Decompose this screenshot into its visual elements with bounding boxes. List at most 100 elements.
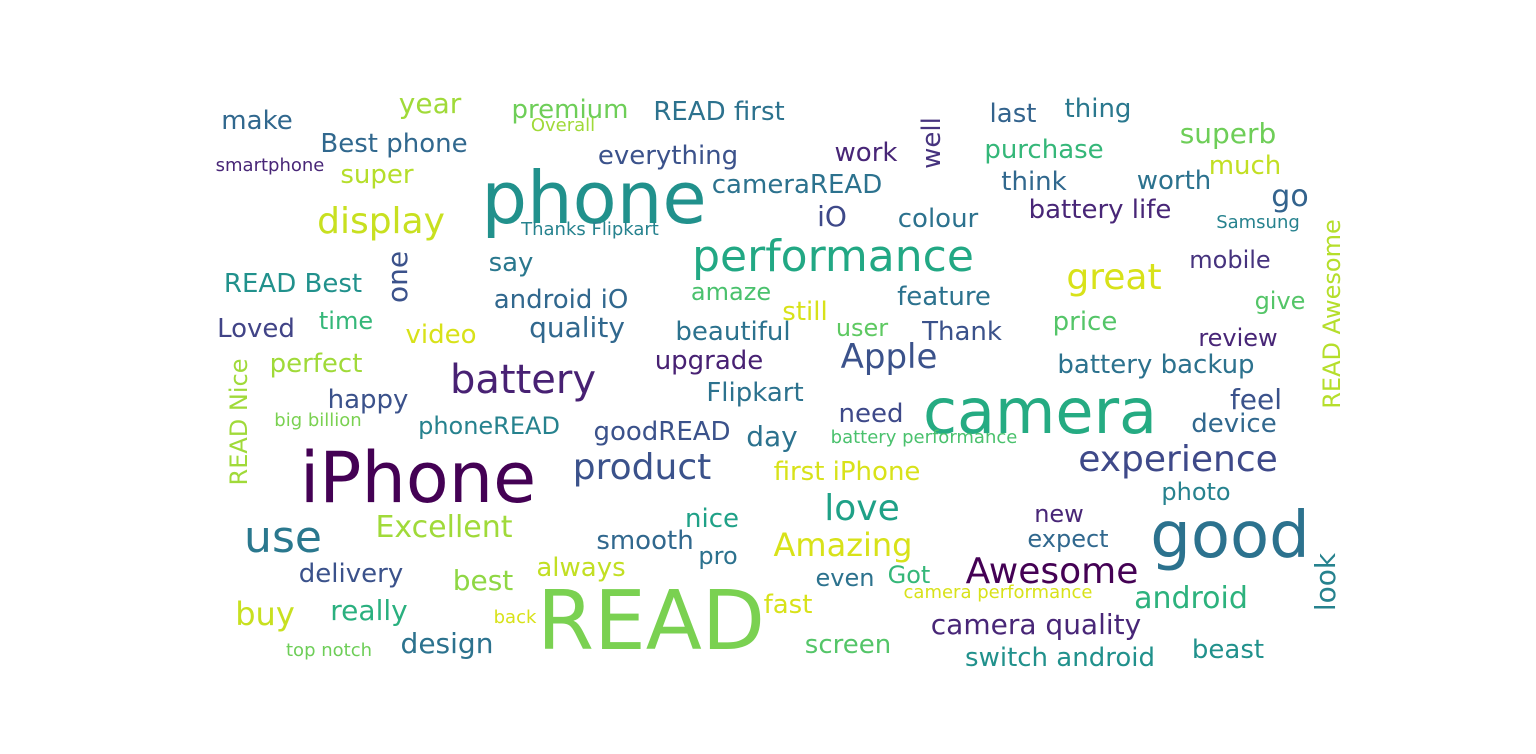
cloud-word: still [782,297,828,327]
cloud-word: review [1198,324,1278,352]
cloud-word: worth [1136,166,1212,196]
cloud-word: screen [804,630,892,660]
cloud-word: new [1034,500,1084,528]
cloud-word: best [452,564,514,597]
cloud-word: iO [817,200,847,233]
cloud-word: year [398,87,462,120]
cloud-word: android [1134,581,1248,616]
cloud-word: product [572,447,712,488]
cloud-word: iPhone [299,437,537,519]
cloud-word: buy [235,595,295,633]
cloud-word: purchase [984,135,1104,165]
cloud-word: READ first [653,97,785,127]
cloud-word: mobile [1189,246,1271,274]
cloud-word: READ Nice [225,358,253,486]
cloud-word: beast [1191,635,1265,665]
cloud-word: smartphone [215,155,325,176]
cloud-word: super [340,160,414,190]
cloud-word: video [405,320,477,350]
cloud-word: much [1208,151,1282,181]
cloud-word: Loved [217,314,295,344]
cloud-word: quality [529,311,625,344]
cloud-word: go [1271,179,1309,214]
cloud-word: phoneREAD [418,412,560,440]
cloud-word: first iPhone [773,457,921,487]
cloud-word: Thank [922,317,1002,347]
cloud-word: device [1191,409,1277,439]
cloud-word: perfect [269,349,363,379]
cloud-word: colour [897,204,979,234]
cloud-word: pro [698,542,738,570]
cloud-word: happy [327,385,409,415]
cloud-word: need [838,399,904,429]
cloud-word: even [815,564,875,592]
cloud-word: experience [1078,439,1278,480]
cloud-word: design [400,627,494,660]
cloud-word: well [917,117,947,169]
cloud-word: look [1309,552,1342,612]
cloud-word: Best phone [320,129,468,159]
cloud-word: Got [887,561,931,589]
cloud-word: delivery [298,559,404,589]
cloud-word: performance [692,231,974,282]
cloud-word: switch android [965,643,1155,673]
cloud-word: display [317,201,445,242]
cloud-word: Overall [530,115,596,136]
cloud-word: battery performance [830,427,1018,448]
cloud-word: READ Awesome [1318,219,1346,409]
cloud-word: camera [922,375,1158,448]
cloud-word: goodREAD [593,417,731,447]
cloud-word: Apple [840,337,938,377]
cloud-word: Flipkart [706,378,804,408]
cloud-word: feature [897,282,991,312]
cloud-word: premium [511,95,629,125]
cloud-word: camera quality [930,608,1142,641]
cloud-word: day [746,420,798,453]
cloud-word: battery [450,357,596,403]
cloud-word: photo [1161,478,1231,506]
cloud-word: beautiful [675,317,791,347]
cloud-word: top notch [285,640,373,661]
cloud-word: Excellent [375,510,513,545]
cloud-word: great [1066,257,1162,298]
cloud-word: superb [1179,117,1277,150]
cloud-word: cameraREAD [711,170,883,200]
cloud-word: use [244,512,322,563]
cloud-word: smooth [596,526,694,556]
cloud-word: think [1001,167,1067,197]
cloud-word: user [835,314,889,342]
cloud-word: good [1150,499,1310,573]
cloud-word: Awesome [965,551,1139,592]
cloud-word: one [381,250,414,304]
cloud-word: READ [536,574,766,669]
cloud-word: work [834,138,898,168]
cloud-word: phone [481,156,707,240]
cloud-word: android iO [493,285,629,315]
cloud-word: READ Best [223,269,363,299]
cloud-word: everything [597,141,739,171]
cloud-word: make [221,106,293,136]
cloud-word: battery life [1028,195,1172,225]
cloud-word: Thanks Flipkart [521,219,659,240]
cloud-word: thing [1064,94,1132,124]
cloud-word: say [488,248,534,278]
cloud-word: price [1052,307,1118,337]
cloud-word: nice [685,504,739,534]
cloud-word: always [536,553,626,583]
cloud-word: big billion [274,410,362,431]
cloud-word: camera performance [903,582,1093,603]
cloud-word: give [1254,287,1306,315]
cloud-word: love [824,488,900,529]
cloud-word: upgrade [654,346,764,376]
cloud-word: expect [1027,525,1109,553]
cloud-word: fast [763,590,813,620]
cloud-word: really [330,594,408,627]
cloud-word: time [318,307,374,335]
cloud-word: amaze [690,278,772,306]
cloud-word: battery backup [1057,350,1255,380]
cloud-word: Samsung [1216,212,1300,233]
cloud-word: last [989,99,1037,129]
cloud-word: back [493,607,537,628]
cloud-word: feel [1229,383,1283,416]
